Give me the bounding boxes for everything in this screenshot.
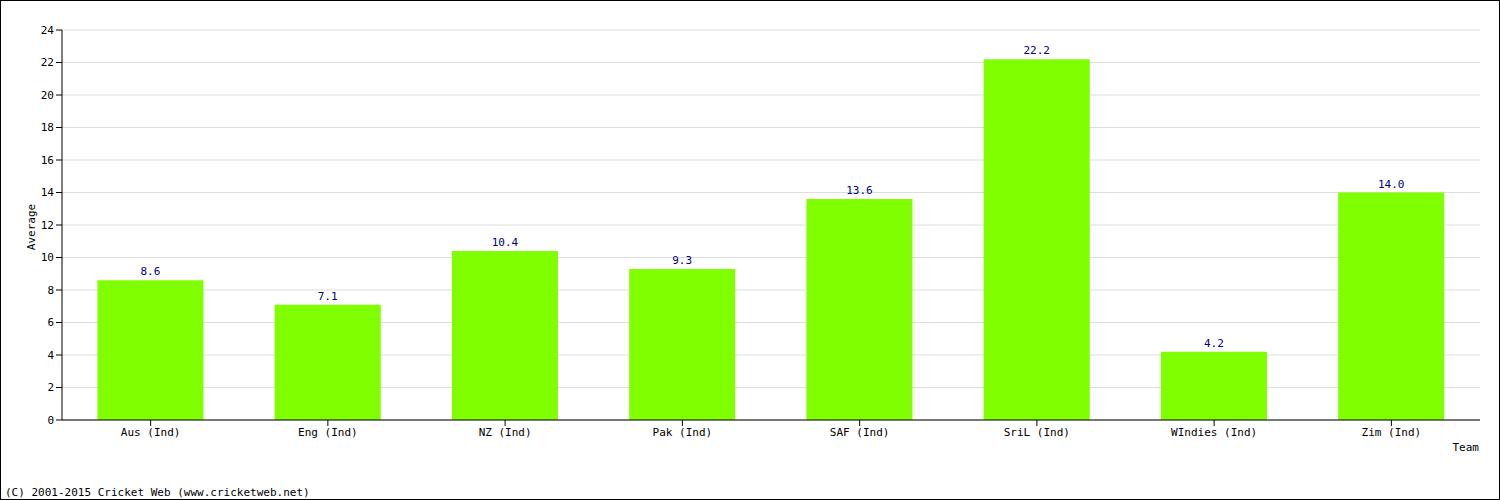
- svg-text:16: 16: [41, 154, 54, 167]
- svg-text:0: 0: [47, 414, 54, 427]
- html-text:Team: Team: [1452, 441, 1479, 454]
- svg-text:8: 8: [47, 284, 54, 297]
- svg-text:22.2: 22.2: [1023, 44, 1050, 57]
- svg-text:9.3: 9.3: [672, 254, 692, 267]
- svg-text:SAF (Ind): SAF (Ind): [830, 426, 890, 439]
- html-text:(C) 2001-2015 Cricket Web (www: (C) 2001-2015 Cricket Web (www.cricketwe…: [5, 486, 310, 499]
- svg-text:Pak (Ind): Pak (Ind): [653, 426, 713, 439]
- svg-text:4: 4: [47, 349, 54, 362]
- svg-text:2: 2: [47, 381, 54, 394]
- svg-text:12: 12: [41, 219, 54, 232]
- svg-text:13.6: 13.6: [846, 184, 873, 197]
- svg-text:18: 18: [41, 121, 54, 134]
- svg-text:4.2: 4.2: [1204, 337, 1224, 350]
- svg-text:24: 24: [41, 24, 55, 37]
- html-text:Average: Average: [24, 203, 38, 251]
- svg-text:NZ (Ind): NZ (Ind): [479, 426, 532, 439]
- svg-text:SriL (Ind): SriL (Ind): [1004, 426, 1070, 439]
- svg-text:6: 6: [47, 316, 54, 329]
- svg-text:Aus (Ind): Aus (Ind): [121, 426, 181, 439]
- svg-text:Eng (Ind): Eng (Ind): [298, 426, 358, 439]
- svg-text:22: 22: [41, 56, 54, 69]
- svg-text:14.0: 14.0: [1378, 178, 1405, 191]
- svg-text:10.4: 10.4: [492, 236, 519, 249]
- svg-text:Zim (Ind): Zim (Ind): [1362, 426, 1422, 439]
- svg-text:10: 10: [41, 251, 54, 264]
- svg-text:WIndies (Ind): WIndies (Ind): [1171, 426, 1257, 439]
- svg-text:7.1: 7.1: [318, 290, 338, 303]
- svg-text:14: 14: [41, 186, 55, 199]
- svg-text:20: 20: [41, 89, 54, 102]
- svg-text:8.6: 8.6: [141, 265, 161, 278]
